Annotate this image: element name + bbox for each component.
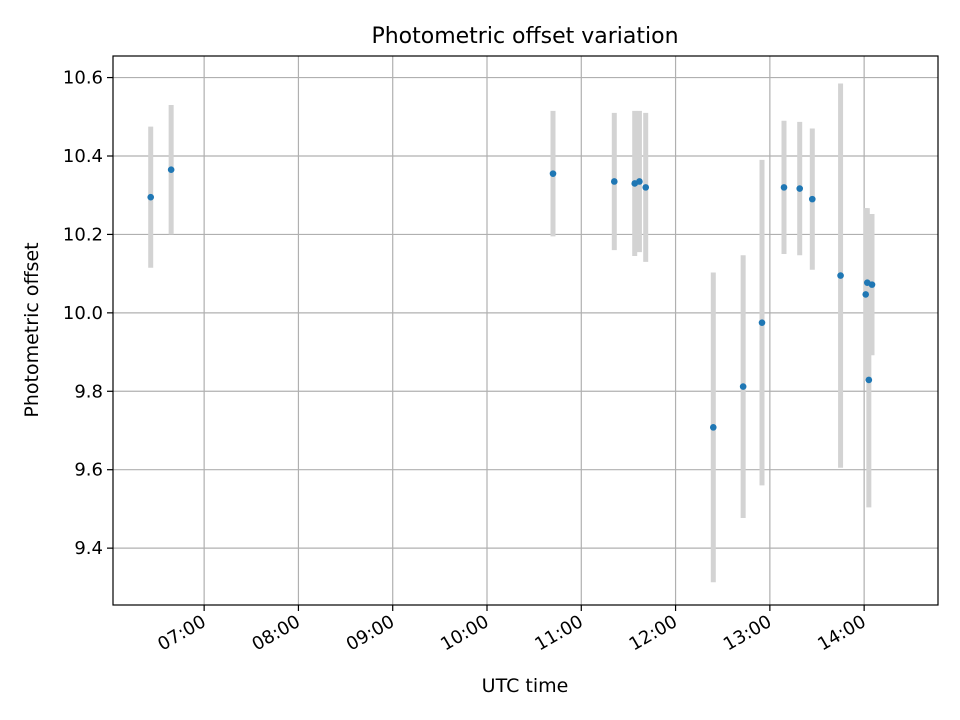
y-axis: 9.4 9.6 9.8 10.0 10.2 10.4 10.6 (63, 68, 113, 559)
y-tick-label: 10.2 (63, 224, 103, 245)
y-tick-label: 10.6 (63, 68, 103, 89)
data-point (868, 281, 876, 288)
data-point (808, 195, 816, 203)
y-tick-label: 10.4 (63, 146, 103, 167)
data-point (780, 184, 788, 191)
data-point (758, 319, 766, 326)
y-tick-label: 10.0 (63, 303, 103, 324)
data-point (865, 376, 873, 384)
y-tick-label: 9.6 (74, 460, 103, 481)
data-point (610, 178, 618, 185)
data-point (636, 178, 643, 185)
plot-frame (112, 55, 939, 606)
data-point (862, 291, 870, 298)
data-point (709, 424, 717, 431)
data-point (739, 383, 747, 390)
data-point (549, 170, 557, 177)
data-point (167, 166, 175, 174)
y-tick-label: 9.4 (74, 538, 103, 559)
y-axis-label: Photometric offset (21, 242, 43, 417)
data-point (642, 184, 650, 191)
chart-title: Photometric offset variation (371, 24, 678, 49)
data-points (147, 166, 876, 431)
y-tick-label: 9.8 (74, 381, 103, 402)
data-point (147, 193, 155, 201)
data-point (837, 272, 844, 279)
data-point (796, 185, 804, 192)
x-axis-label: UTC time (482, 675, 569, 697)
